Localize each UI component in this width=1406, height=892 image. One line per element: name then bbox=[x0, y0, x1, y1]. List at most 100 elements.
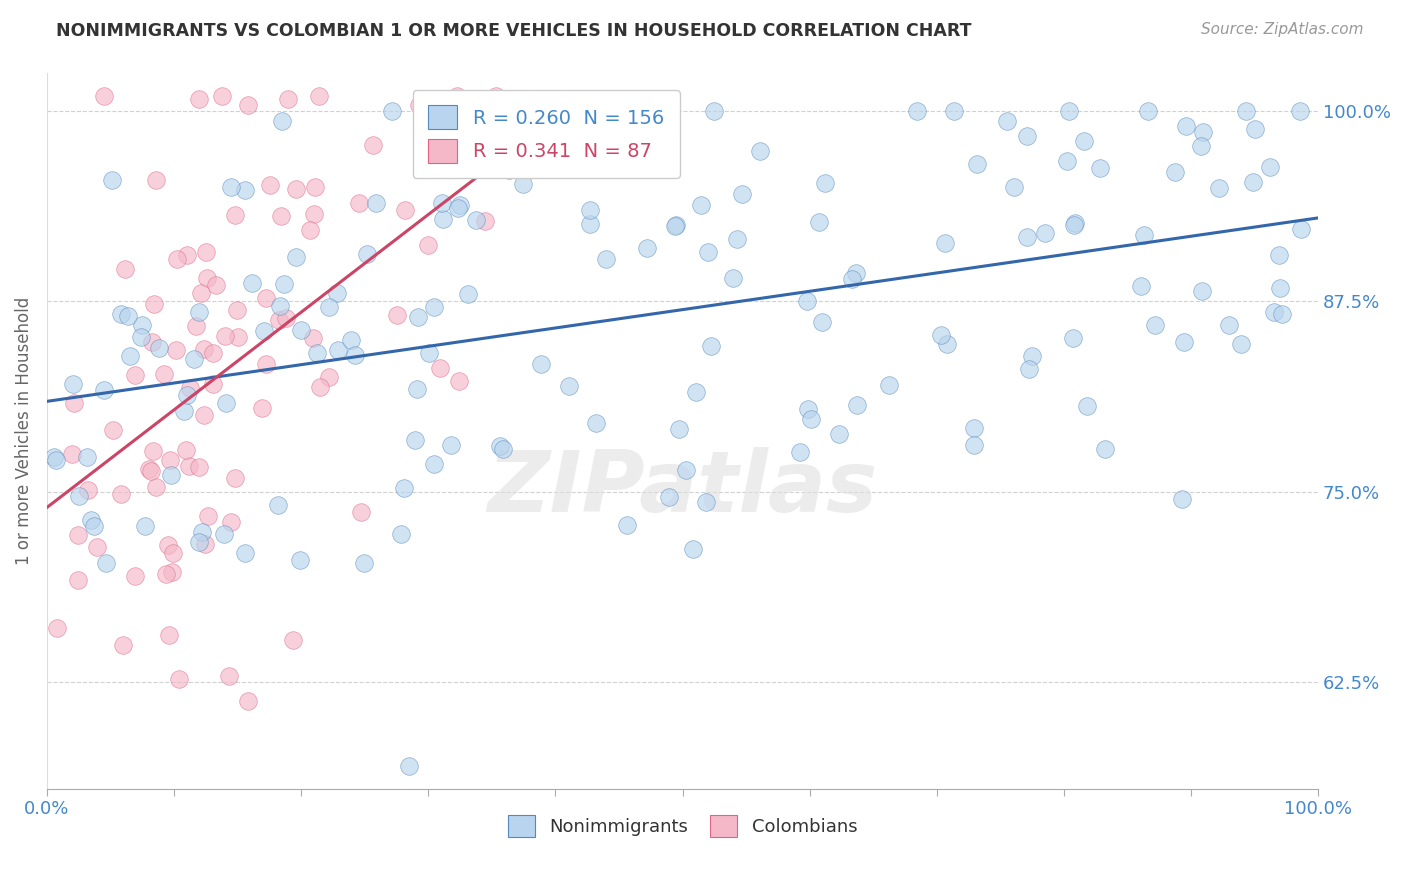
Point bbox=[385, 308, 408, 322]
Point bbox=[177, 458, 200, 473]
Point bbox=[233, 183, 256, 197]
Point bbox=[512, 177, 534, 191]
Legend: Nonimmigrants, Colombians: Nonimmigrants, Colombians bbox=[501, 807, 865, 844]
Point bbox=[67, 489, 90, 503]
Point bbox=[42, 450, 65, 464]
Point bbox=[224, 209, 246, 223]
Point bbox=[406, 382, 429, 396]
Point bbox=[828, 427, 851, 442]
Point bbox=[381, 103, 404, 118]
Point bbox=[277, 92, 299, 106]
Point bbox=[190, 286, 212, 301]
Point bbox=[340, 333, 363, 347]
Point bbox=[179, 381, 201, 395]
Point bbox=[929, 327, 952, 342]
Point bbox=[1230, 336, 1253, 351]
Point bbox=[1289, 103, 1312, 118]
Point bbox=[236, 97, 259, 112]
Point bbox=[83, 519, 105, 533]
Point bbox=[270, 114, 292, 128]
Point bbox=[93, 88, 115, 103]
Point bbox=[145, 172, 167, 186]
Point bbox=[197, 509, 219, 524]
Point bbox=[1263, 305, 1285, 319]
Point bbox=[184, 318, 207, 333]
Point bbox=[1268, 281, 1291, 295]
Point bbox=[193, 408, 215, 422]
Point bbox=[153, 367, 176, 381]
Point bbox=[1234, 103, 1257, 118]
Point bbox=[256, 291, 278, 305]
Point bbox=[205, 277, 228, 292]
Point bbox=[465, 212, 488, 227]
Point bbox=[269, 299, 291, 313]
Point bbox=[233, 546, 256, 560]
Point bbox=[63, 396, 86, 410]
Point bbox=[160, 565, 183, 579]
Point bbox=[685, 384, 707, 399]
Point bbox=[215, 396, 238, 410]
Point bbox=[731, 187, 754, 202]
Point bbox=[502, 157, 524, 171]
Point bbox=[422, 457, 444, 471]
Point bbox=[498, 162, 520, 177]
Point bbox=[117, 309, 139, 323]
Point bbox=[796, 294, 818, 309]
Point bbox=[112, 638, 135, 652]
Point bbox=[966, 157, 988, 171]
Point bbox=[76, 450, 98, 465]
Point bbox=[423, 300, 446, 314]
Point bbox=[288, 553, 311, 567]
Point bbox=[60, 447, 83, 461]
Point bbox=[1033, 226, 1056, 240]
Point bbox=[636, 241, 658, 255]
Point bbox=[253, 324, 276, 338]
Point bbox=[449, 197, 471, 211]
Point bbox=[1173, 335, 1195, 350]
Point bbox=[305, 345, 328, 359]
Point bbox=[86, 540, 108, 554]
Point bbox=[269, 313, 291, 327]
Point bbox=[392, 481, 415, 495]
Point bbox=[1002, 180, 1025, 194]
Point bbox=[202, 346, 225, 360]
Point bbox=[579, 203, 602, 218]
Point bbox=[665, 218, 688, 232]
Point bbox=[173, 404, 195, 418]
Point bbox=[1063, 218, 1085, 232]
Point bbox=[356, 247, 378, 261]
Point bbox=[194, 536, 217, 550]
Text: Source: ZipAtlas.com: Source: ZipAtlas.com bbox=[1201, 22, 1364, 37]
Point bbox=[1191, 285, 1213, 299]
Point bbox=[689, 198, 711, 212]
Point bbox=[585, 416, 607, 430]
Point bbox=[353, 557, 375, 571]
Point bbox=[1164, 164, 1187, 178]
Point bbox=[489, 439, 512, 453]
Point bbox=[567, 103, 589, 118]
Point bbox=[1271, 307, 1294, 321]
Point bbox=[447, 201, 470, 215]
Point bbox=[446, 88, 468, 103]
Point bbox=[1073, 134, 1095, 148]
Point bbox=[936, 337, 959, 351]
Point bbox=[846, 398, 869, 412]
Point bbox=[942, 103, 965, 118]
Point bbox=[139, 463, 162, 477]
Point bbox=[166, 252, 188, 266]
Point bbox=[218, 668, 240, 682]
Point bbox=[449, 374, 471, 388]
Y-axis label: 1 or more Vehicles in Household: 1 or more Vehicles in Household bbox=[15, 297, 32, 565]
Point bbox=[157, 538, 180, 552]
Point bbox=[1189, 138, 1212, 153]
Point bbox=[188, 460, 211, 475]
Point bbox=[404, 433, 426, 447]
Point bbox=[394, 203, 416, 218]
Point bbox=[1192, 125, 1215, 139]
Point bbox=[285, 251, 308, 265]
Point bbox=[963, 438, 986, 452]
Text: ZIPatlas: ZIPatlas bbox=[488, 447, 877, 530]
Point bbox=[1062, 331, 1084, 345]
Point bbox=[221, 515, 243, 529]
Point bbox=[814, 176, 837, 190]
